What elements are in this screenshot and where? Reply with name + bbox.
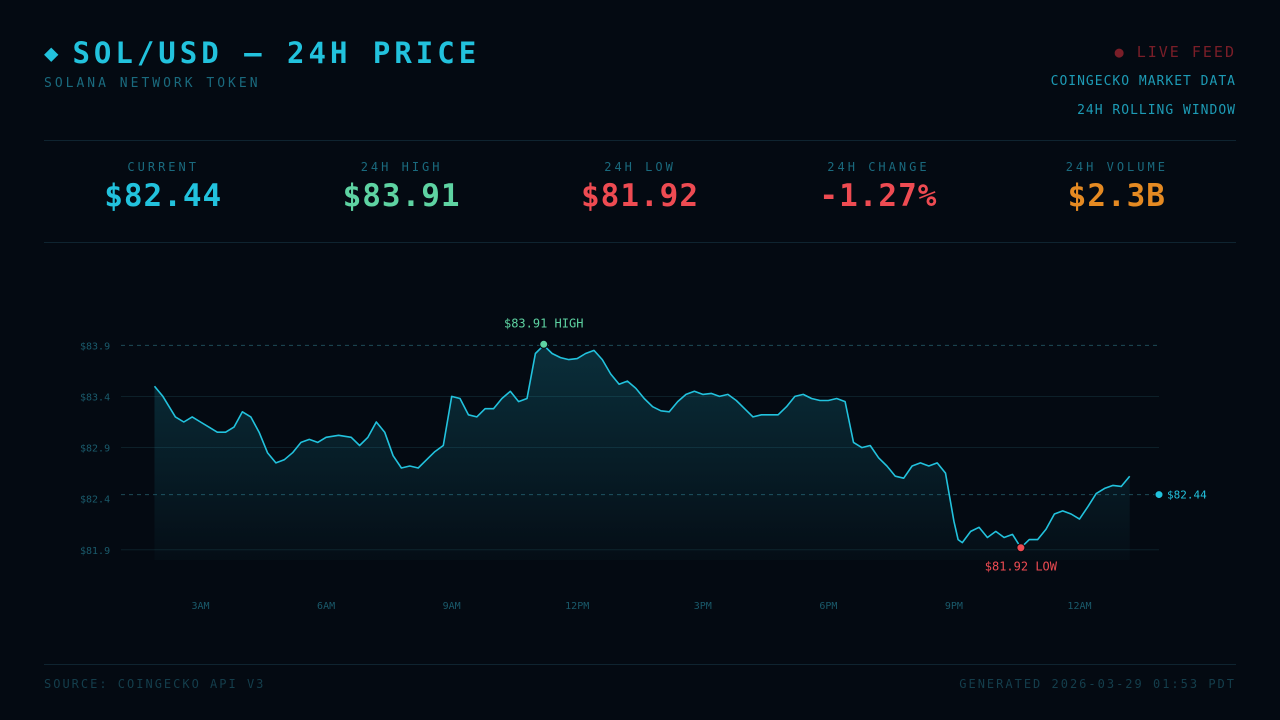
stat-value: $81.92	[581, 178, 699, 214]
stat-change: 24H CHANGE -1.27%	[759, 160, 997, 214]
stat-label: 24H CHANGE	[827, 160, 930, 174]
stat-current: CURRENT $82.44	[44, 160, 282, 214]
stats-divider	[44, 242, 1236, 243]
stat-label: 24H VOLUME	[1065, 160, 1168, 174]
footer-divider	[44, 664, 1236, 665]
annotation-label: $81.92 LOW	[985, 560, 1058, 574]
x-tick-label: 12AM	[1067, 601, 1091, 612]
price-line	[153, 344, 1131, 549]
x-tick-label: 6PM	[819, 601, 837, 612]
x-tick-label: 12PM	[565, 601, 589, 612]
x-tick-label: 9AM	[443, 601, 461, 612]
y-tick-label: $81.9	[80, 546, 110, 557]
page-subtitle: SOLANA NETWORK TOKEN	[44, 76, 261, 91]
annotation-marker	[1016, 543, 1026, 553]
live-feed-indicator: ● LIVE FEED	[1114, 43, 1236, 61]
stat-low: 24H LOW $81.92	[521, 160, 759, 214]
annotation-marker	[539, 339, 549, 349]
title-row: ◆ SOL/USD — 24H PRICE	[44, 36, 480, 70]
x-tick-label: 3PM	[694, 601, 712, 612]
stat-label: 24H HIGH	[360, 160, 443, 174]
price-area	[154, 345, 1130, 560]
annotation-marker	[1154, 490, 1164, 500]
y-tick-label: $82.9	[80, 444, 110, 455]
stat-value: $2.3B	[1067, 178, 1166, 214]
page-title: SOL/USD — 24H PRICE	[72, 36, 481, 70]
stat-value: -1.27%	[819, 178, 938, 214]
annotation-label: $82.44	[1167, 489, 1207, 502]
x-tick-label: 6AM	[317, 601, 335, 612]
data-source-label: COINGECKO MARKET DATA	[1050, 74, 1236, 89]
y-tick-label: $83.4	[80, 392, 110, 403]
stat-high: 24H HIGH $83.91	[282, 160, 520, 214]
stat-label: CURRENT	[127, 160, 199, 174]
stat-volume: 24H VOLUME $2.3B	[998, 160, 1236, 214]
annotation-label: $83.91 HIGH	[504, 316, 583, 330]
y-tick-label: $83.9	[80, 341, 110, 352]
stat-label: 24H LOW	[604, 160, 676, 174]
x-tick-label: 9PM	[945, 601, 963, 612]
y-tick-label: $82.4	[80, 495, 110, 506]
stat-value: $83.91	[342, 178, 461, 214]
stat-value: $82.44	[104, 178, 223, 214]
footer-source: SOURCE: COINGECKO API V3	[44, 677, 266, 691]
stats-row: CURRENT $82.44 24H HIGH $83.91 24H LOW $…	[44, 160, 1236, 214]
footer-generated: GENERATED 2026-03-29 01:53 PDT	[959, 677, 1236, 691]
window-label: 24H ROLLING WINDOW	[1077, 103, 1236, 118]
x-tick-label: 3AM	[191, 601, 209, 612]
diamond-icon: ◆	[44, 39, 59, 67]
header-divider	[44, 140, 1236, 141]
